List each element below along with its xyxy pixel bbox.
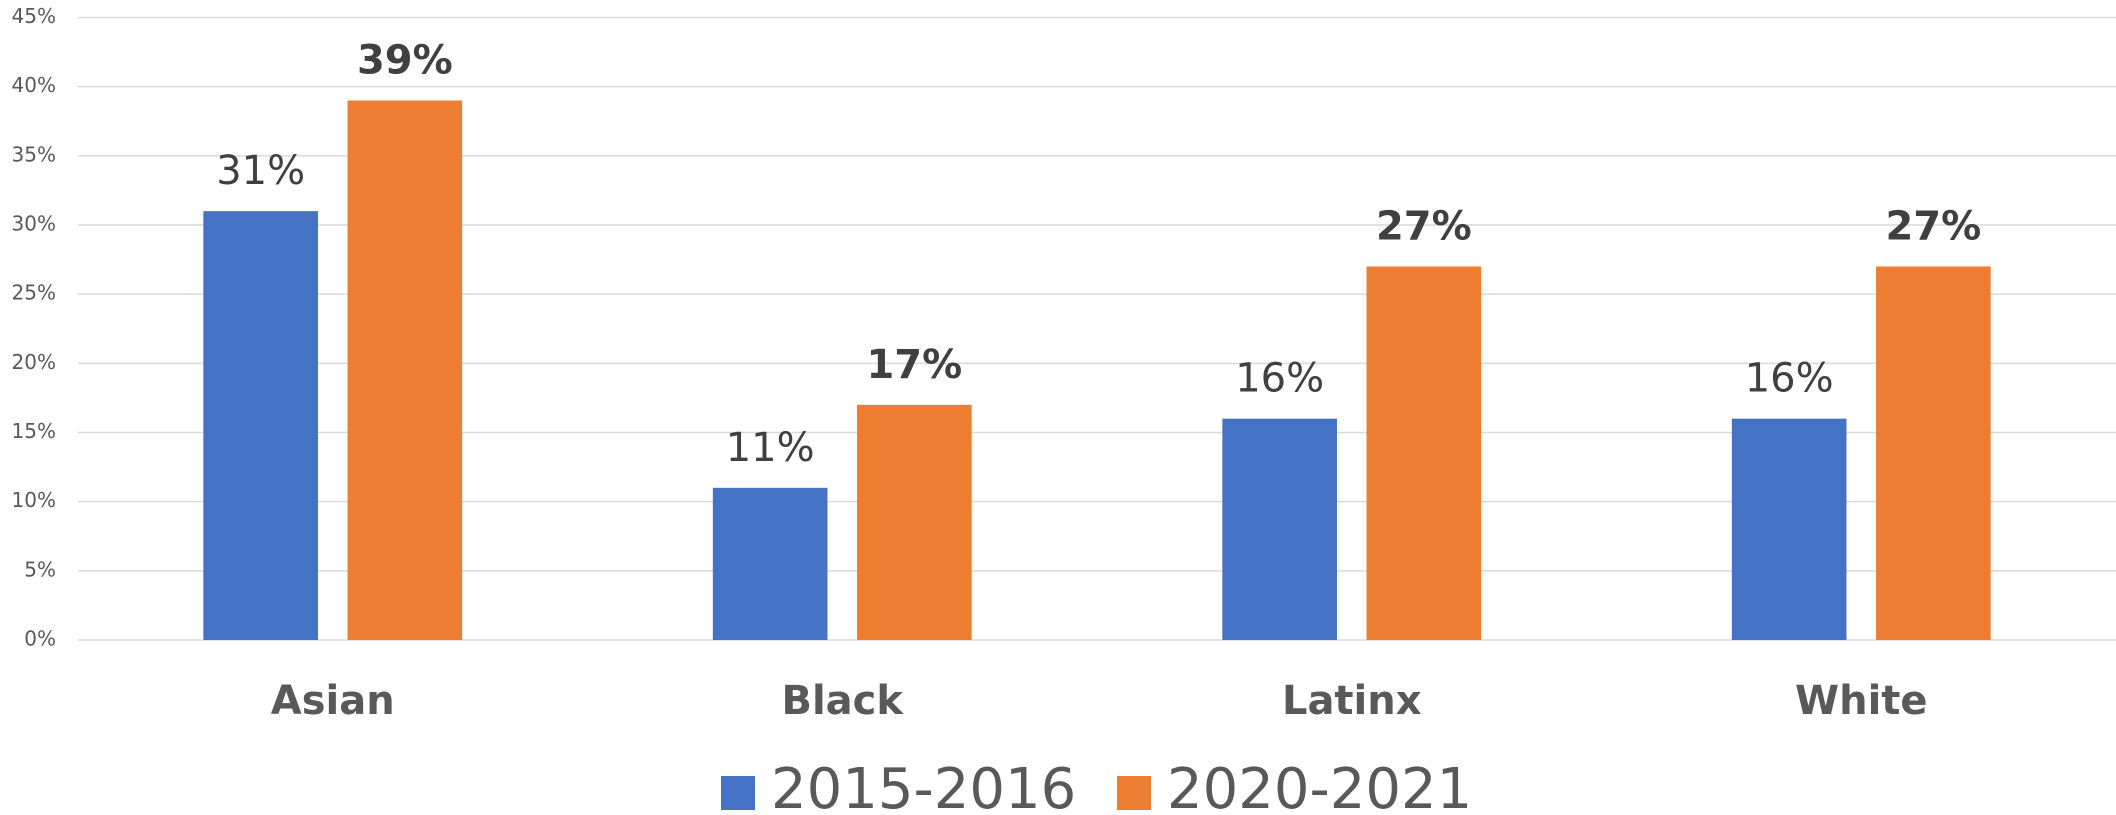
x-tick-label: Latinx [1282,678,1422,724]
y-tick-label: 35% [12,142,56,166]
bar [347,100,463,640]
value-label: 16% [1745,356,1834,402]
value-label: 27% [1376,204,1472,250]
y-tick-label: 0% [24,627,56,651]
x-tick-label: Asian [271,678,395,724]
y-tick-label: 20% [12,350,56,374]
bar [1731,418,1847,640]
value-label: 31% [216,148,305,194]
bar [712,487,828,640]
y-tick-label: 40% [12,73,56,97]
bar [1366,266,1482,640]
legend-label: 2015-2016 [771,757,1076,815]
y-tick-label: 15% [12,419,56,443]
x-tick-label: White [1795,678,1928,724]
y-tick-label: 10% [12,488,56,512]
value-label: 39% [357,38,453,84]
legend-label: 2020-2021 [1167,757,1472,815]
bar [1222,418,1337,640]
legend-swatch [1117,776,1151,810]
value-label: 16% [1235,356,1324,402]
bar [857,404,972,640]
y-tick-label: 45% [12,4,56,28]
value-label: 11% [726,425,815,471]
bar [203,211,318,640]
value-label: 27% [1885,204,1981,250]
y-tick-label: 30% [12,212,56,236]
bar [1876,266,1991,640]
value-label: 17% [866,342,962,388]
x-tick-label: Black [781,678,904,724]
legend-swatch [721,776,755,810]
y-tick-label: 25% [12,281,56,305]
y-tick-label: 5% [24,557,56,581]
